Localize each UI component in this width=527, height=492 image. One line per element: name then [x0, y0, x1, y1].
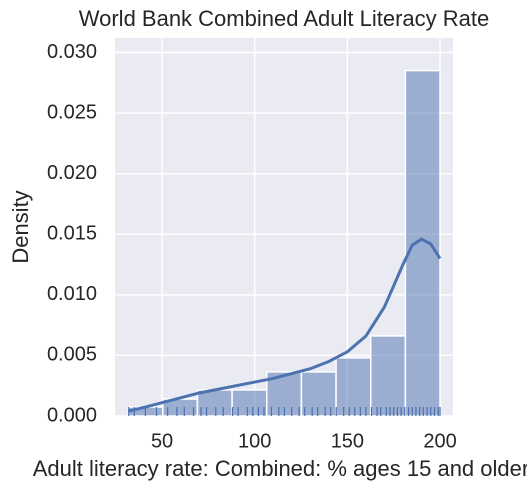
bar: [335, 357, 372, 417]
y-tick-label: 0.025: [47, 101, 97, 123]
y-tick-label: 0.030: [47, 41, 97, 63]
y-tick-label: 0.005: [47, 344, 97, 366]
bar: [369, 335, 407, 417]
x-tick-label: 200: [423, 430, 456, 452]
bar: [196, 389, 233, 417]
y-tick-label: 0.020: [47, 162, 97, 184]
y-axis-label: Density: [8, 190, 33, 263]
x-tick-label: 50: [151, 430, 173, 452]
bar: [404, 69, 441, 417]
y-tick-label: 0.010: [47, 283, 97, 305]
bar: [300, 371, 337, 417]
chart-title: World Bank Combined Adult Literacy Rate: [79, 6, 489, 31]
x-tick-label: 150: [331, 430, 364, 452]
kde-line: [127, 237, 442, 413]
bar: [231, 389, 268, 417]
y-tick-label: 0.015: [47, 223, 97, 245]
x-axis-label: Adult literacy rate: Combined: % ages 15…: [33, 456, 527, 481]
y-tick-label: 0.000: [47, 404, 97, 426]
x-tick-label: 100: [238, 430, 271, 452]
